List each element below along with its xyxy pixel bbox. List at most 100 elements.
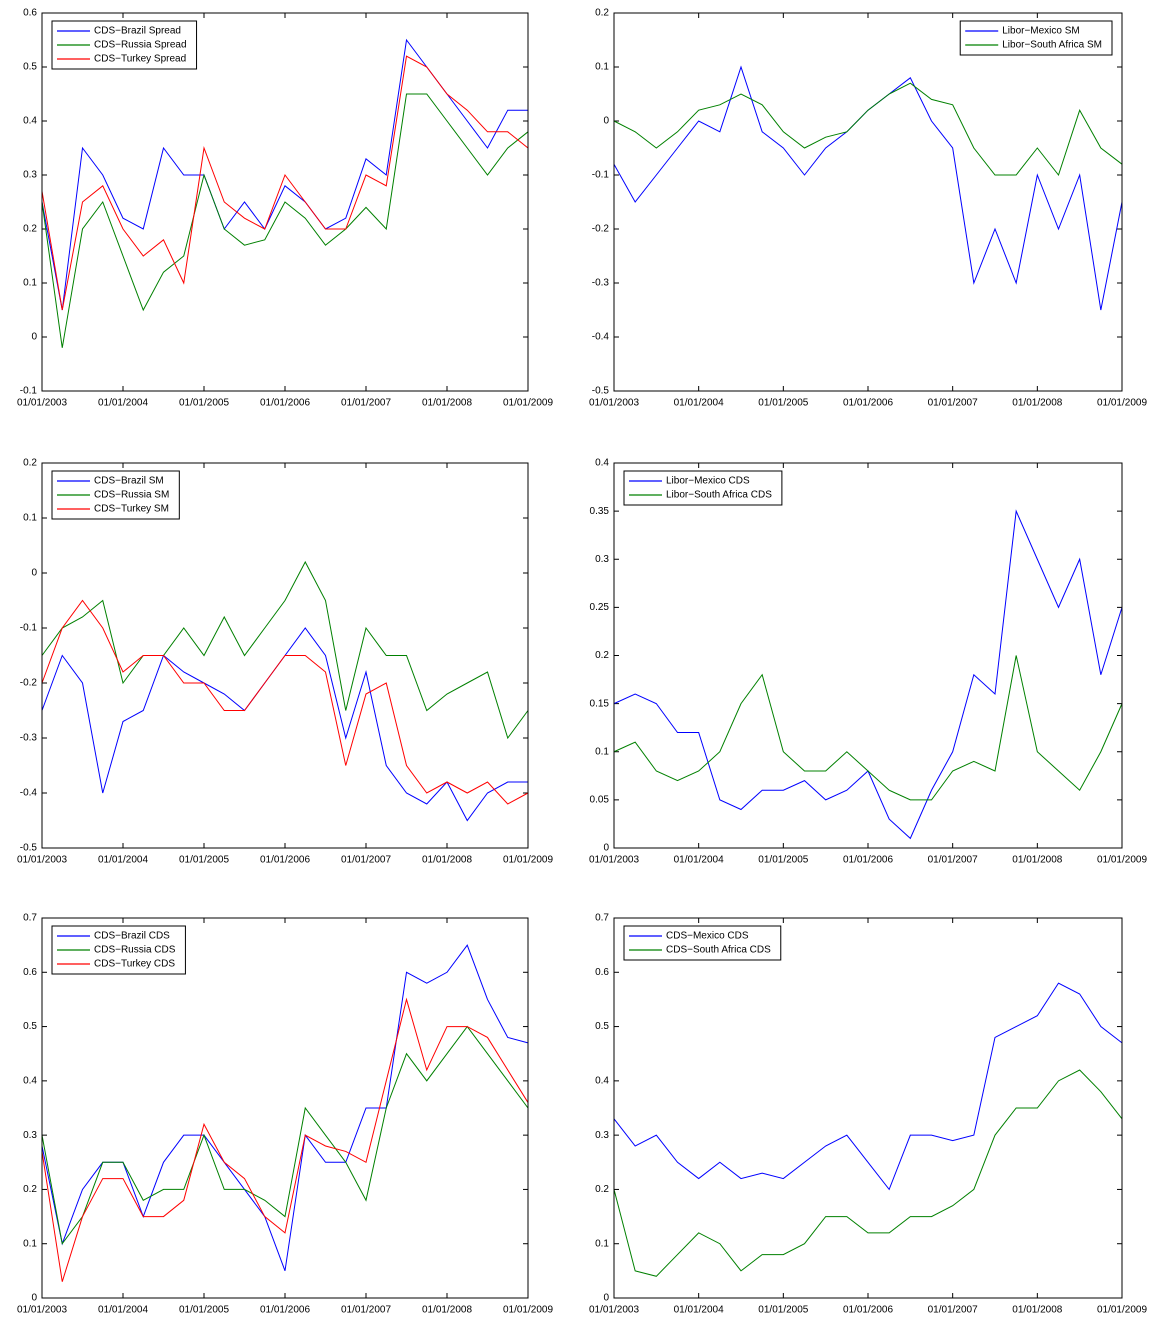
y-tick-label: 0.25 [590, 602, 610, 613]
x-tick-label: 01/01/2005 [758, 855, 808, 866]
legend-label: CDS−Turkey SM [94, 504, 169, 515]
y-tick-label: 0.05 [590, 795, 610, 806]
series-line [613, 982, 1123, 1191]
x-tick-label: 01/01/2004 [674, 1305, 724, 1316]
legend-box [51, 470, 180, 520]
y-tick-label: -0.3 [592, 278, 610, 289]
x-tick-label: 01/01/2007 [928, 398, 978, 409]
legend-label: CDS−South Africa CDS [666, 945, 771, 956]
y-tick-label: 0.2 [23, 1184, 37, 1195]
legend-label: CDS−Russia SM [94, 490, 169, 501]
x-tick-label: 01/01/2007 [928, 855, 978, 866]
plot-frame [613, 917, 1123, 1299]
y-tick-label: 0.5 [23, 1021, 37, 1032]
plot-frame [613, 12, 1123, 392]
series-line [613, 1069, 1123, 1277]
y-tick-label: 0.2 [23, 458, 37, 469]
y-tick-label: 0.5 [595, 1021, 609, 1032]
y-tick-label: 0.35 [590, 506, 610, 517]
x-tick-label: 01/01/2008 [422, 398, 472, 409]
x-tick-label: 01/01/2006 [843, 1305, 893, 1316]
x-tick-label: 01/01/2003 [589, 855, 639, 866]
y-tick-label: 0.4 [595, 1075, 609, 1086]
legend-box [623, 470, 783, 506]
series-line [41, 560, 529, 740]
x-tick-label: 01/01/2007 [341, 855, 391, 866]
series-line [613, 509, 1123, 840]
x-tick-label: 01/01/2005 [179, 855, 229, 866]
y-tick-label: 0.4 [595, 458, 609, 469]
y-tick-label: 0.2 [595, 8, 609, 19]
y-tick-label: 0.15 [590, 698, 610, 709]
legend: CDS−Mexico CDS CDS−South Africa CDS [623, 925, 782, 961]
series-line [613, 65, 1123, 311]
x-tick-label: 01/01/2009 [503, 855, 553, 866]
y-tick-label: 0.4 [23, 1075, 37, 1086]
y-tick-label: -0.5 [592, 386, 610, 397]
legend: Libor−Mexico CDS Libor−South Africa CDS [623, 470, 783, 506]
x-tick-label: 01/01/2008 [422, 855, 472, 866]
y-tick-label: 0.6 [595, 967, 609, 978]
plot-frame [41, 462, 529, 849]
legend-label: CDS−Turkey Spread [94, 54, 186, 65]
y-tick-label: 0 [603, 843, 609, 854]
x-tick-label: 01/01/2008 [1012, 855, 1062, 866]
y-tick-label: 0.2 [23, 224, 37, 235]
y-tick-label: 0 [31, 332, 37, 343]
x-tick-label: 01/01/2004 [674, 855, 724, 866]
x-tick-label: 01/01/2003 [17, 1305, 67, 1316]
x-tick-label: 01/01/2003 [17, 855, 67, 866]
y-tick-label: 0.3 [595, 554, 609, 565]
series-line [41, 627, 528, 822]
legend-label: Libor−South Africa SM [1002, 40, 1102, 51]
legend-label: CDS−Turkey CDS [94, 959, 175, 970]
plot-frame [613, 462, 1123, 849]
y-tick-label: 0 [603, 116, 609, 127]
legend-box [959, 20, 1113, 56]
x-tick-label: 01/01/2005 [758, 1305, 808, 1316]
y-tick-label: 0.1 [23, 513, 37, 524]
x-tick-label: 01/01/2005 [179, 398, 229, 409]
y-tick-label: 0.7 [595, 913, 609, 924]
x-tick-label: 01/01/2007 [341, 398, 391, 409]
y-tick-label: 0.2 [595, 650, 609, 661]
legend-label: Libor−Mexico SM [1002, 26, 1080, 37]
x-tick-label: 01/01/2008 [1012, 1305, 1062, 1316]
x-tick-label: 01/01/2004 [98, 1305, 148, 1316]
y-tick-label: 0.2 [595, 1184, 609, 1195]
y-tick-label: 0 [31, 568, 37, 579]
y-tick-label: 0 [603, 1293, 609, 1304]
legend: CDS−Brazil SM CDS−Russia SM CDS−Turkey SM [51, 470, 180, 520]
y-tick-label: -0.4 [20, 788, 38, 799]
series-line [41, 93, 529, 348]
legend-label: CDS−Russia Spread [94, 40, 187, 51]
series-line [41, 599, 529, 805]
x-tick-label: 01/01/2006 [260, 855, 310, 866]
series-line [613, 82, 1123, 177]
legend: CDS−Brazil CDS CDS−Russia CDS CDS−Turkey C… [51, 925, 186, 975]
legend-label: CDS−Brazil CDS [94, 931, 170, 942]
legend-label: CDS−Russia CDS [94, 945, 176, 956]
x-tick-label: 01/01/2009 [503, 398, 553, 409]
legend-label: Libor−South Africa CDS [666, 490, 772, 501]
legend-label: CDS−Brazil Spread [94, 26, 181, 37]
plot-frame [41, 917, 529, 1299]
x-tick-label: 01/01/2003 [589, 398, 639, 409]
x-tick-label: 01/01/2009 [1097, 398, 1147, 409]
y-tick-label: -0.3 [20, 733, 38, 744]
x-tick-label: 01/01/2004 [674, 398, 724, 409]
y-tick-label: 0.1 [23, 278, 37, 289]
y-tick-label: 0.6 [23, 8, 37, 19]
x-tick-label: 01/01/2006 [843, 855, 893, 866]
series-line [41, 997, 529, 1282]
y-tick-label: -0.1 [20, 623, 38, 634]
legend-label: CDS−Mexico CDS [666, 931, 749, 942]
legend: CDS−Brazil Spread CDS−Russia Spread CDS−Tu… [51, 20, 198, 70]
x-tick-label: 01/01/2006 [260, 398, 310, 409]
x-tick-label: 01/01/2008 [422, 1305, 472, 1316]
legend-label: CDS−Brazil SM [94, 476, 164, 487]
x-tick-label: 01/01/2003 [17, 398, 67, 409]
x-tick-label: 01/01/2005 [179, 1305, 229, 1316]
legend-box [623, 925, 782, 961]
